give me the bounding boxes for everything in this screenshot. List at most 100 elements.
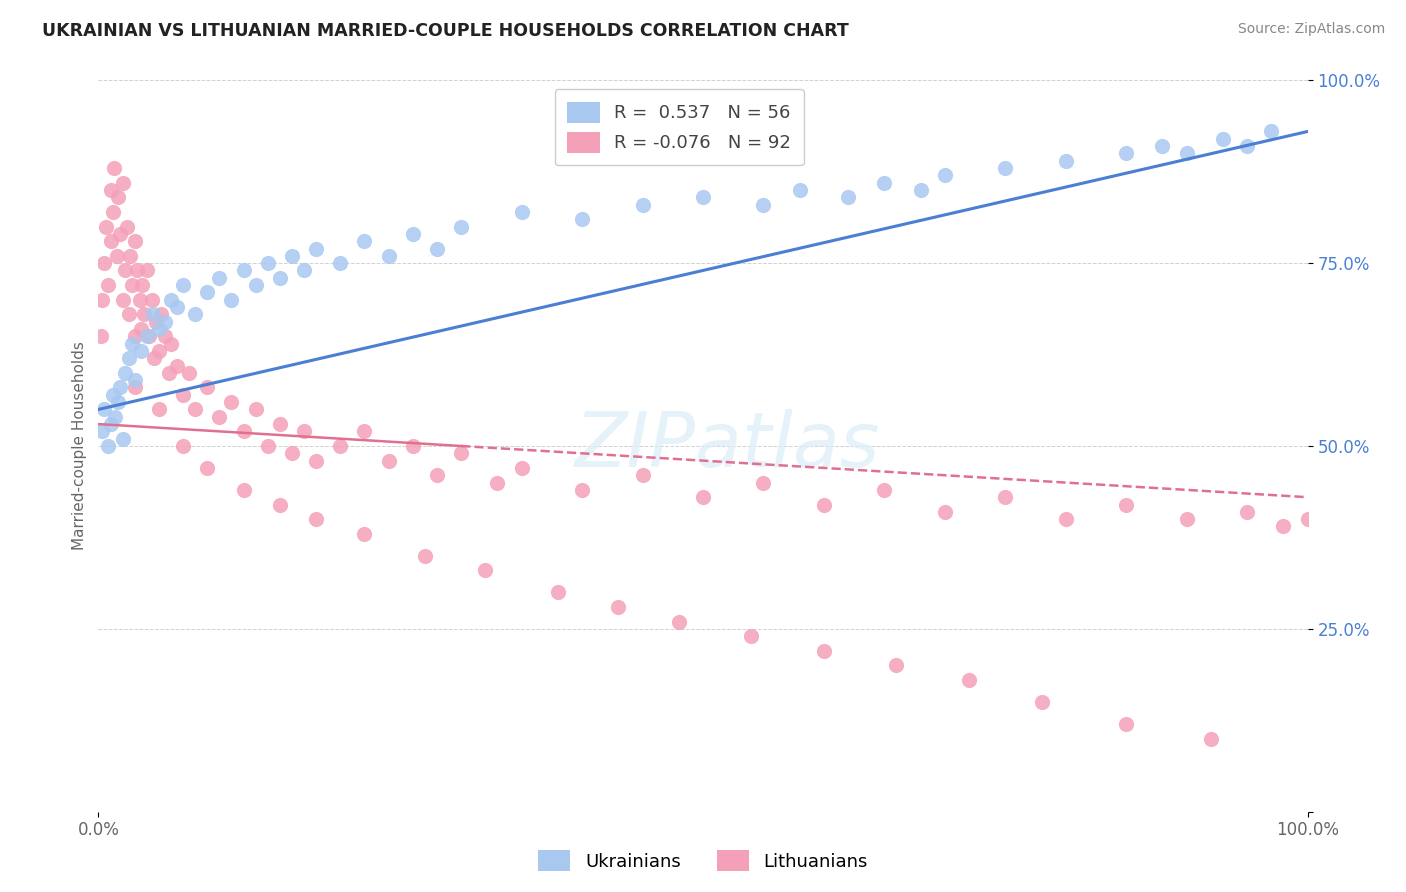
Point: [94, 219, 117, 234]
Point: [108, 227, 131, 241]
Point: [353, 526, 375, 541]
Point: [934, 505, 956, 519]
Point: [97, 439, 120, 453]
Point: [111, 432, 134, 446]
Point: [101, 388, 124, 402]
Point: [402, 227, 425, 241]
Point: [450, 219, 472, 234]
Point: [256, 439, 278, 453]
Point: [789, 183, 811, 197]
Point: [269, 270, 291, 285]
Point: [1115, 717, 1137, 731]
Point: [305, 453, 328, 467]
Point: [100, 417, 122, 431]
Point: [90, 329, 112, 343]
Point: [172, 388, 194, 402]
Point: [129, 343, 152, 358]
Point: [1115, 498, 1137, 512]
Point: [1272, 519, 1295, 533]
Text: ZIPatlas: ZIPatlas: [575, 409, 880, 483]
Point: [1296, 512, 1319, 526]
Point: [353, 425, 375, 439]
Point: [329, 439, 352, 453]
Point: [91, 425, 114, 439]
Point: [118, 351, 141, 366]
Point: [426, 242, 449, 256]
Point: [292, 425, 315, 439]
Point: [668, 615, 690, 629]
Point: [402, 439, 425, 453]
Point: [93, 402, 115, 417]
Point: [124, 373, 146, 387]
Point: [124, 234, 146, 248]
Point: [813, 498, 835, 512]
Point: [281, 249, 304, 263]
Legend: Ukrainians, Lithuanians: Ukrainians, Lithuanians: [530, 843, 876, 879]
Point: [752, 197, 775, 211]
Point: [121, 336, 143, 351]
Point: [111, 176, 134, 190]
Point: [994, 490, 1017, 504]
Point: [486, 475, 509, 490]
Point: [571, 483, 593, 497]
Point: [910, 183, 932, 197]
Point: [111, 293, 134, 307]
Legend: R =  0.537   N = 56, R = -0.076   N = 92: R = 0.537 N = 56, R = -0.076 N = 92: [555, 89, 804, 165]
Point: [118, 307, 141, 321]
Point: [118, 249, 141, 263]
Point: [957, 673, 980, 687]
Point: [1175, 146, 1198, 161]
Point: [93, 256, 115, 270]
Point: [1199, 731, 1222, 746]
Point: [1236, 139, 1258, 153]
Point: [97, 278, 120, 293]
Point: [131, 278, 153, 293]
Point: [114, 366, 136, 380]
Point: [141, 293, 163, 307]
Point: [256, 256, 278, 270]
Point: [1054, 153, 1077, 168]
Point: [510, 461, 533, 475]
Point: [1152, 139, 1174, 153]
Point: [127, 263, 149, 277]
Point: [377, 453, 399, 467]
Point: [142, 307, 165, 321]
Point: [145, 315, 167, 329]
Point: [873, 176, 896, 190]
Point: [1212, 132, 1234, 146]
Point: [184, 307, 207, 321]
Point: [195, 461, 218, 475]
Point: [121, 278, 143, 293]
Point: [232, 483, 254, 497]
Point: [752, 475, 775, 490]
Point: [208, 270, 231, 285]
Point: [124, 329, 146, 343]
Point: [813, 644, 835, 658]
Point: [269, 417, 291, 431]
Point: [195, 285, 218, 300]
Point: [547, 585, 569, 599]
Point: [101, 205, 124, 219]
Point: [1031, 695, 1053, 709]
Point: [104, 409, 127, 424]
Point: [143, 351, 166, 366]
Point: [1054, 512, 1077, 526]
Point: [114, 263, 136, 277]
Point: [157, 366, 180, 380]
Point: [134, 307, 156, 321]
Point: [1175, 512, 1198, 526]
Point: [692, 190, 714, 204]
Point: [124, 380, 146, 394]
Point: [148, 322, 170, 336]
Point: [232, 263, 254, 277]
Point: [138, 329, 160, 343]
Point: [631, 197, 654, 211]
Point: [631, 468, 654, 483]
Point: [221, 293, 243, 307]
Point: [245, 278, 267, 293]
Point: [153, 315, 176, 329]
Point: [128, 293, 150, 307]
Point: [153, 329, 176, 343]
Point: [150, 307, 173, 321]
Point: [269, 498, 291, 512]
